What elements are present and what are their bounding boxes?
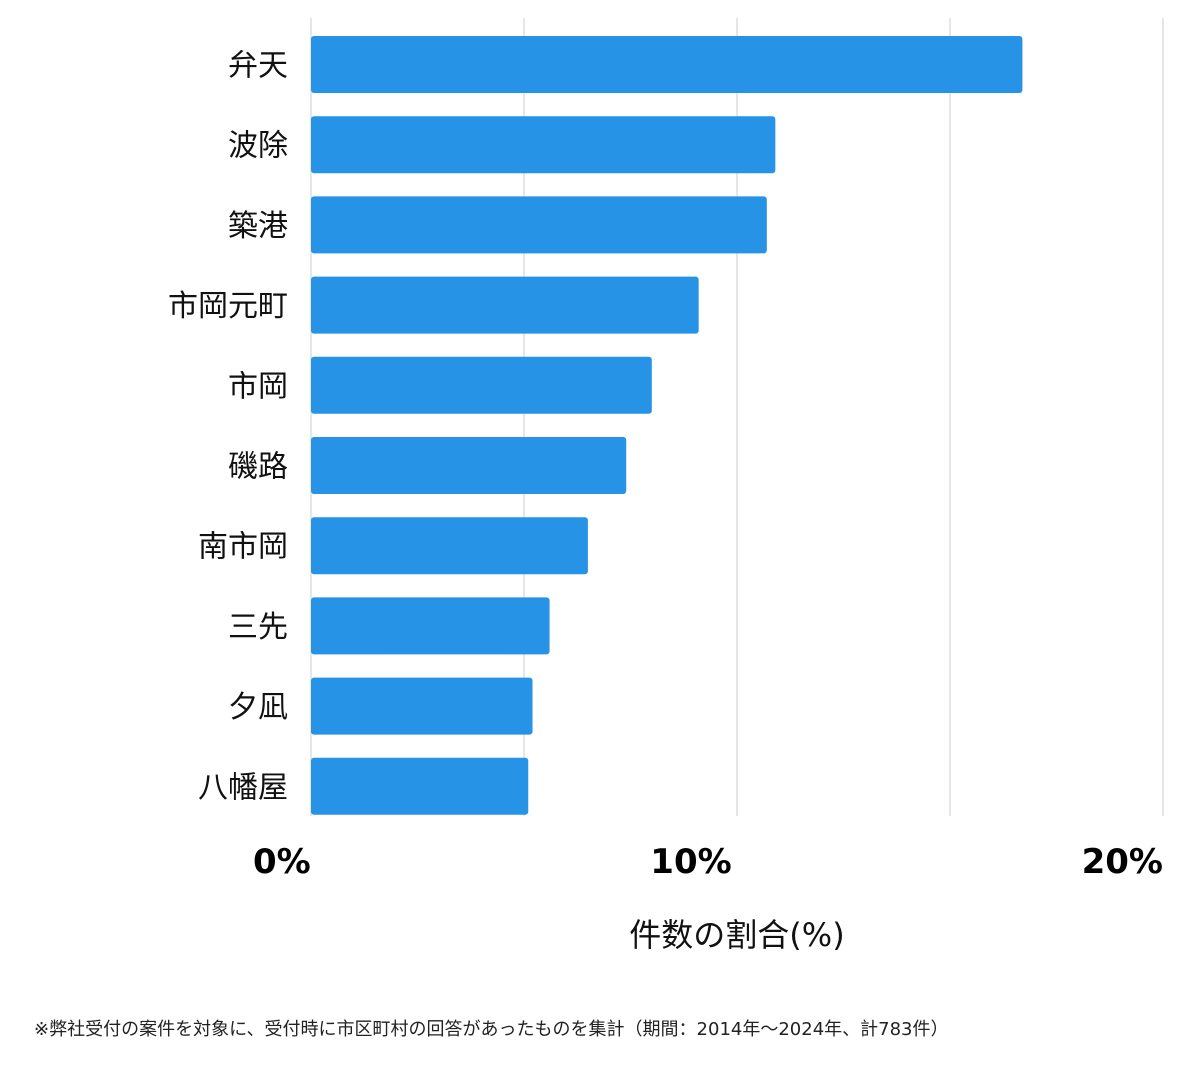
bars: [311, 36, 1023, 815]
category-label: 市岡元町: [168, 289, 288, 324]
bar: [311, 356, 652, 414]
category-label: 南市岡: [198, 530, 288, 565]
bar: [311, 597, 550, 655]
bar: [311, 677, 533, 735]
category-label: 弁天: [228, 49, 288, 84]
category-label: 八幡屋: [198, 770, 288, 805]
category-label: 三先: [228, 610, 288, 645]
category-label: 波除: [228, 129, 288, 164]
x-tick-label: 0%: [253, 842, 311, 882]
bar: [311, 517, 588, 575]
bar: [311, 276, 699, 334]
category-label: 夕凪: [228, 690, 288, 725]
x-tick-labels: 0% 10% 20%: [253, 842, 1163, 882]
bar: [311, 116, 776, 174]
bar: [311, 757, 529, 815]
x-tick-label: 10%: [650, 842, 731, 882]
bar: [311, 196, 767, 254]
footnote: ※弊社受付の案件を対象に、受付時に市区町村の回答があったものを集計（期間：201…: [34, 1019, 949, 1040]
x-axis-title: 件数の割合(%): [629, 916, 844, 954]
bar: [311, 437, 627, 494]
category-label: 市岡: [228, 369, 288, 404]
x-tick-label: 20%: [1082, 842, 1163, 882]
category-label: 築港: [228, 209, 288, 244]
category-label: 磯路: [228, 450, 288, 485]
bar: [311, 36, 1023, 93]
